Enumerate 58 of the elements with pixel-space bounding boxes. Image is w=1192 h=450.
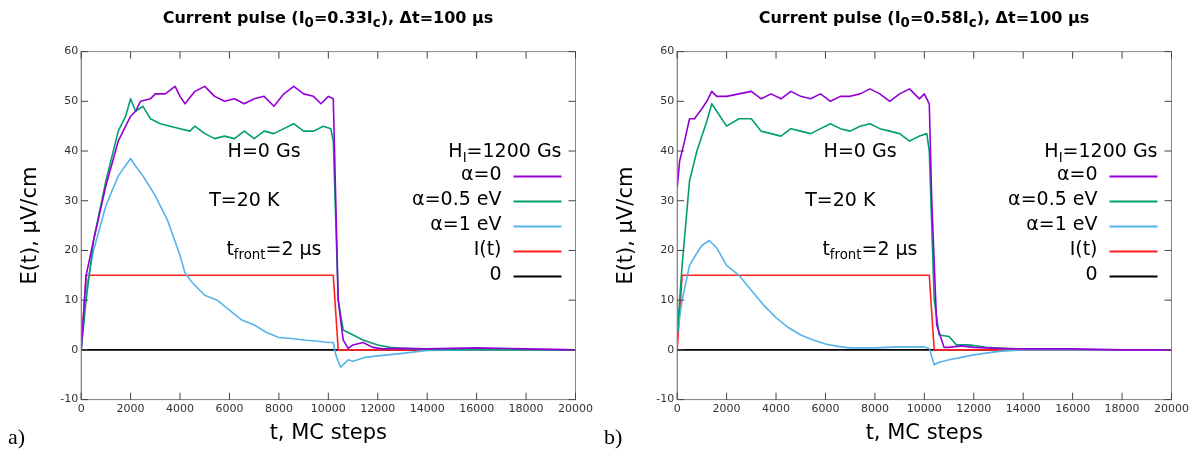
y-tick-label: 10 — [64, 293, 79, 307]
x-axis-title: t, MC steps — [269, 419, 388, 444]
annotation: H=0 Gs — [823, 139, 897, 162]
y-tick-label: 20 — [660, 243, 675, 257]
y-tick-label: 30 — [660, 193, 675, 207]
x-tick-label: 20000 — [558, 402, 593, 416]
y-tick-label: -10 — [60, 392, 79, 406]
legend-label: α=0 — [460, 162, 502, 185]
text: a) — [8, 424, 26, 449]
x-tick-label: 14000 — [409, 402, 445, 416]
y-tick-label: 0 — [667, 342, 675, 356]
y-axis-title: E(t), μV/cm — [613, 166, 638, 285]
annotation: T=20 K — [804, 188, 876, 211]
x-tick-label: 18000 — [508, 402, 544, 416]
x-tick-label: 10000 — [906, 402, 942, 416]
legend-label: α=1 eV — [430, 212, 502, 235]
legend-label: α=1 eV — [1026, 212, 1098, 235]
y-tick-label: 40 — [660, 143, 675, 157]
y-tick-label: 0 — [71, 342, 79, 356]
y-axis-title: E(t), μV/cm — [17, 166, 42, 285]
y-tick-label: 60 — [64, 44, 79, 58]
y-tick-label: -10 — [656, 392, 675, 406]
x-tick-label: 12000 — [956, 402, 992, 416]
legend-label: I(t) — [473, 237, 502, 260]
x-tick-label: 6000 — [215, 402, 244, 416]
x-tick-label: 2000 — [116, 402, 145, 416]
x-tick-label: 10000 — [310, 402, 346, 416]
y-tick-label: 20 — [64, 243, 79, 257]
x-tick-label: 6000 — [811, 402, 840, 416]
annotation: H=0 Gs — [227, 139, 301, 162]
x-axis-title: t, MC steps — [865, 419, 984, 444]
x-tick-label: 2000 — [712, 402, 741, 416]
y-tick-label: 30 — [64, 193, 79, 207]
y-tick-label: 10 — [660, 293, 675, 307]
x-tick-label: 4000 — [762, 402, 791, 416]
x-tick-label: 20000 — [1154, 402, 1189, 416]
legend-label: 0 — [489, 262, 502, 285]
x-tick-label: 12000 — [360, 402, 396, 416]
legend-label: α=0 — [1056, 162, 1098, 185]
annotation: T=20 K — [208, 188, 280, 211]
legend-label: α=0.5 eV — [412, 187, 502, 210]
chart-title: Current pulse (I$_{0}$=0.33I$_{c}$), Δt=100 μs — [161, 8, 495, 31]
x-tick-label: 8000 — [264, 402, 293, 416]
x-tick-label: 18000 — [1104, 402, 1140, 416]
y-tick-label: 50 — [660, 94, 675, 108]
legend-label: α=0.5 eV — [1008, 187, 1098, 210]
chart-title: Current pulse (I$_{0}$=0.58I$_{c}$), Δt=100 μs — [757, 8, 1091, 31]
x-tick-label: 4000 — [166, 402, 195, 416]
x-tick-label: 8000 — [860, 402, 889, 416]
x-tick-label: 16000 — [459, 402, 495, 416]
y-tick-label: 60 — [660, 44, 675, 58]
y-tick-label: 50 — [64, 94, 79, 108]
text: b) — [604, 424, 623, 449]
y-tick-label: 40 — [64, 143, 79, 157]
x-tick-label: 14000 — [1005, 402, 1041, 416]
legend-label: 0 — [1085, 262, 1098, 285]
legend-label: I(t) — [1069, 237, 1098, 260]
x-tick-label: 16000 — [1055, 402, 1091, 416]
